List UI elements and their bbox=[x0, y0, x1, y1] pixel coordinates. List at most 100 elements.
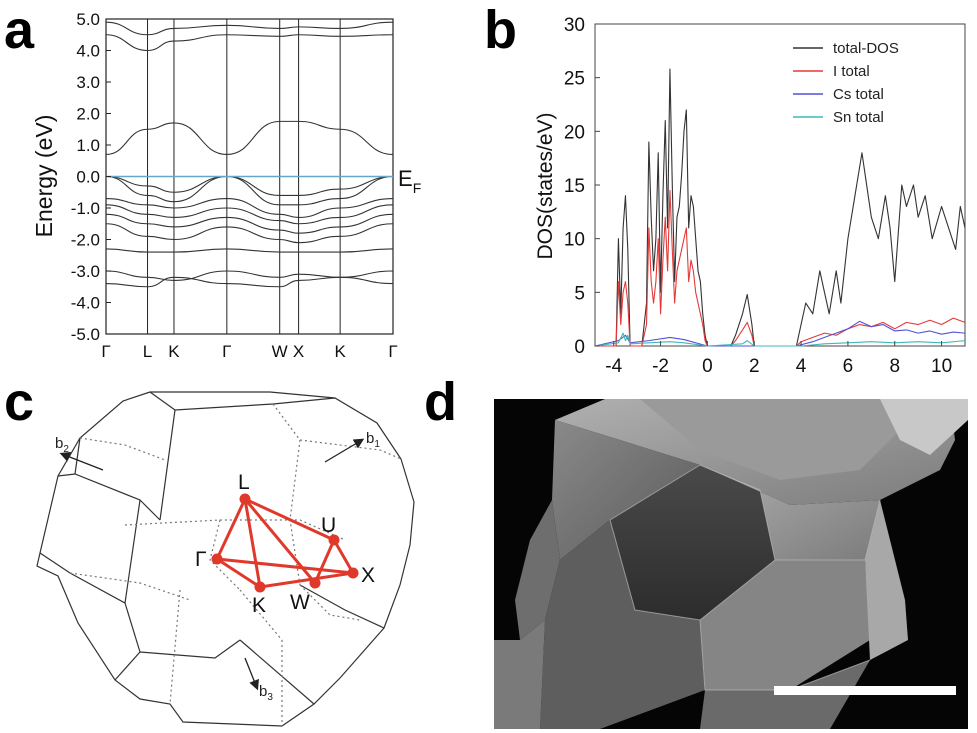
high-symmetry-points bbox=[211, 493, 359, 593]
crystal-lower-neighbor bbox=[494, 620, 545, 729]
path-L-W bbox=[243, 498, 317, 584]
dos-series bbox=[594, 68, 966, 347]
b1-label: b1 bbox=[366, 430, 380, 450]
dos-y-tick-label: 0 bbox=[574, 337, 585, 358]
band-line bbox=[105, 223, 394, 244]
crystal-highlight bbox=[880, 399, 968, 455]
band-line bbox=[105, 213, 394, 234]
dos-y-tick-label: 20 bbox=[564, 122, 585, 143]
brillouin-zone-diagram bbox=[36, 391, 415, 727]
dos-series-line bbox=[595, 68, 966, 347]
k-path-label: L bbox=[143, 342, 152, 361]
crystal-hexagon-face bbox=[610, 465, 775, 620]
dos-legend: total-DOS I total Cs total Sn total bbox=[793, 40, 899, 126]
bz-right-face bbox=[299, 584, 385, 629]
bz-edge bbox=[139, 499, 161, 521]
band-line bbox=[105, 175, 394, 196]
band-line bbox=[105, 204, 394, 225]
energy-tick-label: 5.0 bbox=[76, 10, 100, 29]
high-symmetry-labels: L U Γ X K W bbox=[195, 471, 375, 617]
dos-y-tick-label: 15 bbox=[564, 176, 585, 197]
path-L-K bbox=[243, 498, 262, 588]
label-W: W bbox=[290, 591, 310, 614]
bz-bottom-face bbox=[114, 651, 141, 681]
energy-axis-ticks: 5.0 4.0 3.0 2.0 1.0 0.0 -1.0 -2.0 -3.0 -4.0 -5.0 bbox=[71, 10, 111, 344]
dos-x-tick-label: 4 bbox=[796, 356, 807, 377]
crystal-square-face bbox=[700, 560, 870, 690]
dos-x-tick-label: 0 bbox=[702, 356, 713, 377]
bz-outline bbox=[36, 391, 415, 727]
dos-x-tick-label: 6 bbox=[843, 356, 854, 377]
energy-tick-label: 1.0 bbox=[76, 136, 100, 155]
bz-edge bbox=[159, 409, 176, 521]
k-path-label: K bbox=[334, 342, 346, 361]
k-path-label: Γ bbox=[222, 342, 231, 361]
energy-tick-label: -4.0 bbox=[71, 294, 100, 313]
bz-top-hexagon bbox=[149, 391, 336, 411]
k-path-label: X bbox=[293, 342, 304, 361]
bz-vector-labels: b2 b1 b3 bbox=[55, 430, 380, 703]
dos-series-line bbox=[594, 320, 966, 347]
band-line bbox=[105, 175, 394, 206]
fermi-level-label: EF bbox=[398, 166, 421, 196]
band-line bbox=[105, 270, 394, 282]
legend-label: I total bbox=[833, 63, 870, 80]
scale-bar bbox=[774, 686, 956, 695]
energy-tick-label: 0.0 bbox=[76, 168, 100, 187]
k-path-label: K bbox=[168, 342, 180, 361]
panel-b-letter: b bbox=[484, 0, 517, 60]
path-W-U bbox=[313, 539, 336, 584]
energy-tick-label: -2.0 bbox=[71, 231, 100, 250]
energy-tick-label: -5.0 bbox=[71, 325, 100, 344]
bz-bottom-face-2 bbox=[139, 639, 241, 659]
bz-hidden-edges bbox=[69, 403, 402, 726]
dos-x-tick-label: 10 bbox=[931, 356, 952, 377]
dos-axis-label: DOS(states/eV) bbox=[534, 112, 557, 259]
band-line bbox=[105, 276, 394, 288]
band-line bbox=[105, 248, 394, 253]
legend-label: Cs total bbox=[833, 86, 884, 103]
crystal-upper-right-face bbox=[700, 465, 880, 560]
dos-x-tick-label: 8 bbox=[889, 356, 900, 377]
energy-tick-label: -1.0 bbox=[71, 199, 100, 218]
b3-vector-arrow bbox=[244, 657, 259, 691]
b3-label: b3 bbox=[259, 683, 273, 703]
dos-x-tick-label: -2 bbox=[652, 356, 669, 377]
dos-y-tick-label: 30 bbox=[564, 15, 585, 36]
band-line bbox=[105, 197, 394, 219]
crystal-right-edge bbox=[865, 500, 908, 660]
label-X: X bbox=[361, 564, 375, 587]
b2-vector-arrow bbox=[59, 451, 104, 471]
point-W bbox=[309, 577, 321, 589]
k-point-divider-lines bbox=[147, 19, 341, 334]
bz-edge bbox=[124, 602, 141, 653]
band-line bbox=[105, 21, 394, 36]
energy-tick-label: 2.0 bbox=[76, 105, 100, 124]
dos-y-tick-label: 10 bbox=[564, 230, 585, 251]
dos-x-ticks: -4 -2 0 2 4 6 8 10 bbox=[605, 341, 952, 377]
legend-label: total-DOS bbox=[833, 40, 899, 57]
dos-y-tick-label: 5 bbox=[574, 283, 585, 304]
crystal-left-upper-face bbox=[552, 420, 700, 560]
point-L bbox=[239, 493, 251, 505]
crystal-top-ridge bbox=[640, 399, 900, 480]
point-X bbox=[347, 567, 359, 579]
point-K bbox=[254, 581, 266, 593]
crystal-bottom-left-face bbox=[540, 520, 705, 729]
k-path-label: Γ bbox=[388, 342, 397, 361]
sem-micrograph bbox=[494, 399, 968, 729]
b2-label: b2 bbox=[55, 435, 69, 455]
energy-axis-label: Energy (eV) bbox=[31, 115, 57, 238]
panel-a-letter: a bbox=[4, 0, 35, 60]
label-K: K bbox=[252, 594, 266, 617]
energy-tick-label: 4.0 bbox=[76, 42, 100, 61]
dos-y-ticks: 0 5 10 15 20 25 30 bbox=[564, 15, 600, 358]
band-line bbox=[105, 120, 394, 156]
path-K-X bbox=[259, 571, 354, 589]
panel-d-letter: d bbox=[424, 372, 457, 432]
label-L: L bbox=[238, 471, 250, 494]
k-path-label: Γ bbox=[101, 342, 110, 361]
band-line bbox=[105, 34, 394, 52]
